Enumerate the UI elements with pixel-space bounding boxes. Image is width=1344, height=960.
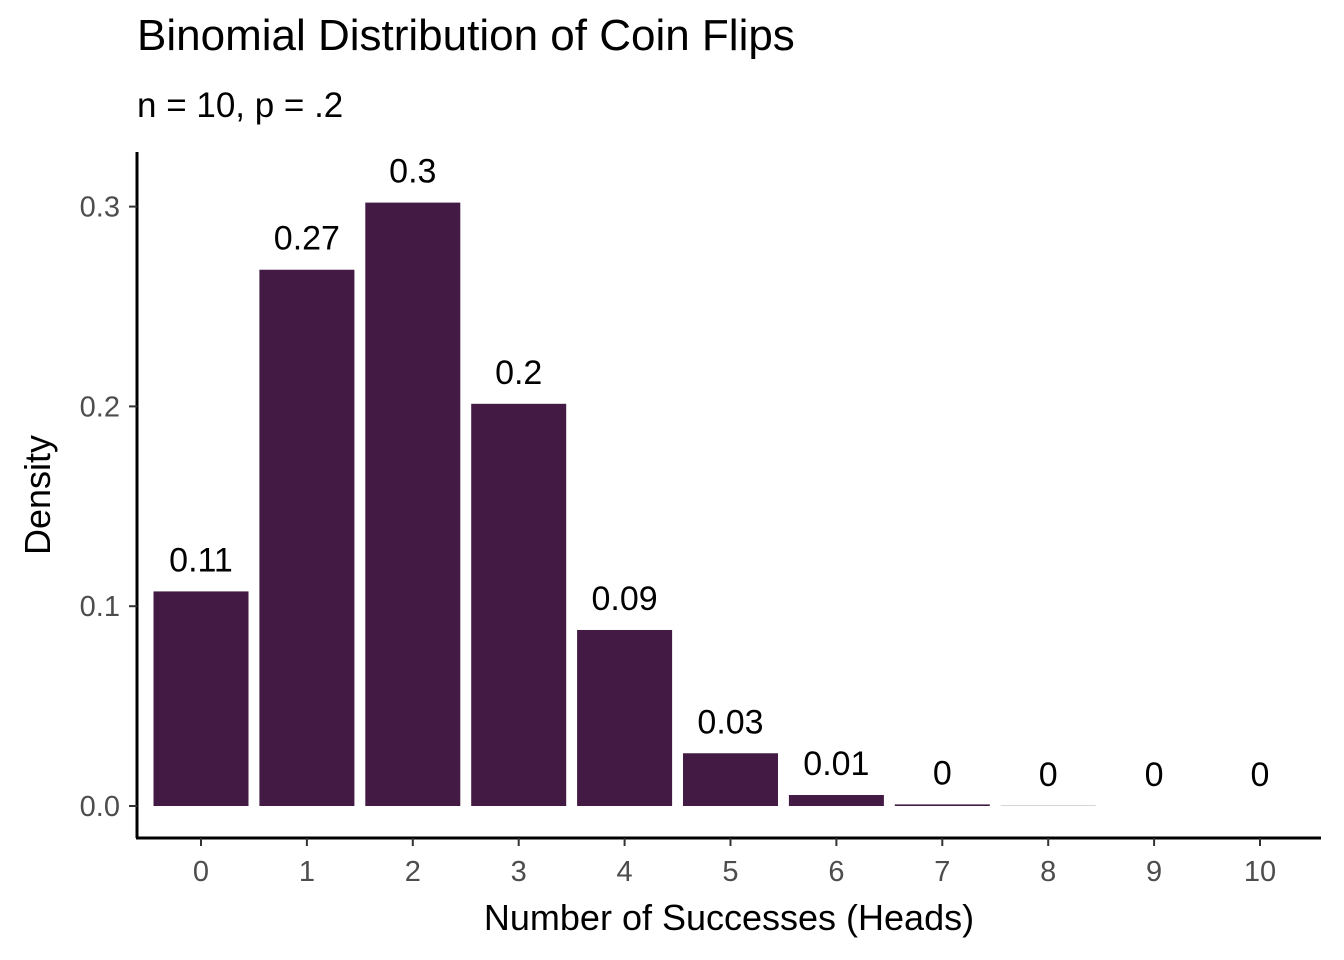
bar	[788, 795, 884, 806]
bar-value-label: 0.09	[592, 580, 658, 618]
y-ticks: 0.0 0.1 0.2 0.3	[80, 192, 137, 823]
bar-value-label: 0.03	[697, 703, 763, 741]
bar-value-label: 0.01	[803, 745, 869, 783]
y-tick-label: 0.0	[80, 791, 120, 823]
bar	[365, 202, 461, 806]
bar	[471, 403, 567, 806]
x-axis-label: Number of Successes (Heads)	[484, 897, 974, 938]
bar-value-label: 0.2	[495, 354, 542, 392]
bar-value-label: 0.11	[169, 541, 233, 579]
bar-value-label: 0	[933, 754, 952, 792]
x-axis: 0 1 2 3 4 5 6 7 8 9 10	[136, 836, 1321, 888]
bar	[259, 269, 355, 806]
x-tick-label: 7	[934, 856, 950, 888]
y-tick-label: 0.1	[80, 591, 120, 623]
x-tick-label: 1	[299, 856, 315, 888]
bars	[153, 202, 1096, 806]
chart-title: Binomial Distribution of Coin Flips	[137, 11, 795, 60]
x-tick-label: 10	[1244, 856, 1276, 888]
x-ticks: 0 1 2 3 4 5 6 7 8 9 10	[193, 838, 1276, 888]
y-tick-label: 0.2	[80, 391, 120, 423]
x-tick-label: 6	[828, 856, 844, 888]
bar-labels: 0.11 0.27 0.3 0.2 0.09 0.03 0.01 0 0 0 0	[169, 153, 1269, 794]
x-tick-label: 4	[617, 856, 633, 888]
x-tick-label: 3	[511, 856, 527, 888]
bar-value-label: 0	[1145, 756, 1164, 794]
x-tick-label: 8	[1040, 856, 1056, 888]
y-axis: 0.0 0.1 0.2 0.3	[80, 152, 139, 838]
bar	[894, 804, 990, 806]
bar-value-label: 0.27	[274, 220, 340, 258]
y-axis-label: Density	[17, 435, 58, 555]
x-tick-label: 5	[722, 856, 738, 888]
x-tick-label: 9	[1146, 856, 1162, 888]
bar	[683, 753, 778, 806]
bar	[153, 591, 249, 806]
bar-value-label: 0	[1251, 756, 1270, 794]
bar-value-label: 0.3	[389, 153, 436, 191]
bar	[577, 629, 673, 806]
bar-value-label: 0	[1039, 756, 1058, 794]
x-tick-label: 2	[405, 856, 421, 888]
x-tick-label: 0	[193, 856, 209, 888]
y-tick-label: 0.3	[80, 192, 120, 224]
chart-subtitle: n = 10, p = .2	[137, 86, 344, 125]
